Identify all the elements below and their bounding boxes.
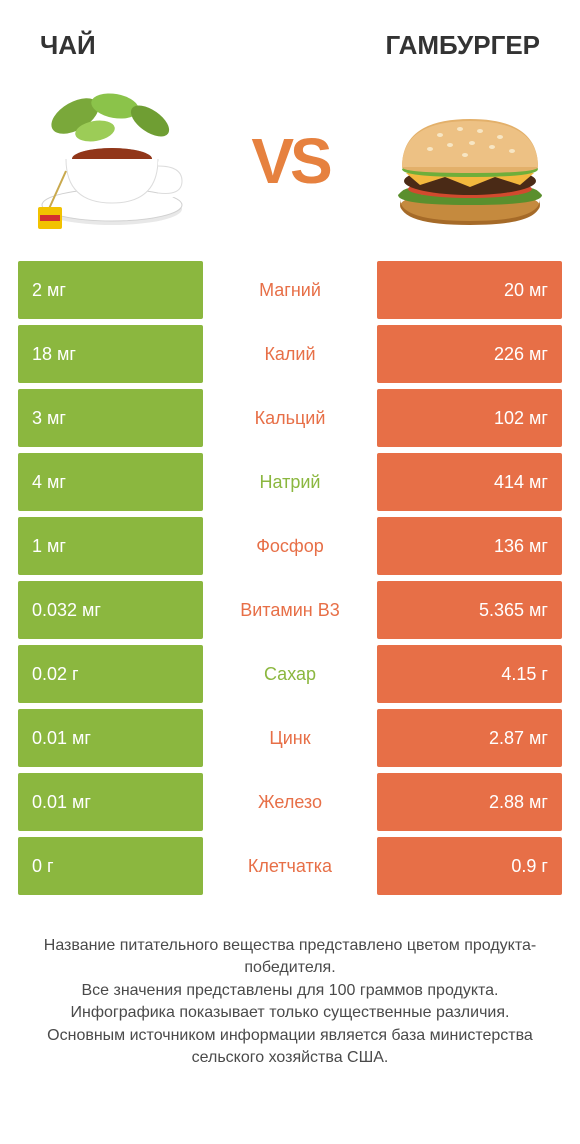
nutrient-name-cell: Калий [203, 325, 377, 383]
nutrient-name-cell: Натрий [203, 453, 377, 511]
left-value-cell: 3 мг [18, 389, 203, 447]
footer-notes: Название питательного вещества представл… [0, 895, 580, 1069]
vs-label: VS [251, 124, 328, 198]
left-value-cell: 0 г [18, 837, 203, 895]
left-value-cell: 4 мг [18, 453, 203, 511]
right-value-cell: 136 мг [377, 517, 562, 575]
nutrient-name-cell: Витамин B3 [203, 581, 377, 639]
nutrient-name-cell: Цинк [203, 709, 377, 767]
table-row: 0 гКлетчатка0.9 г [18, 837, 562, 895]
footer-line: Основным источником информации является … [30, 1025, 550, 1070]
left-value-cell: 0.01 мг [18, 773, 203, 831]
left-value-cell: 0.01 мг [18, 709, 203, 767]
right-value-cell: 414 мг [377, 453, 562, 511]
images-row: VS [0, 71, 580, 261]
tea-illustration [20, 81, 200, 241]
table-row: 0.01 мгЖелезо2.88 мг [18, 773, 562, 831]
left-value-cell: 1 мг [18, 517, 203, 575]
right-value-cell: 2.87 мг [377, 709, 562, 767]
left-value-cell: 2 мг [18, 261, 203, 319]
footer-line: Инфографика показывает только существенн… [30, 1002, 550, 1024]
nutrient-name-cell: Фосфор [203, 517, 377, 575]
left-product-title: ЧАЙ [40, 30, 96, 61]
table-row: 0.02 гСахар4.15 г [18, 645, 562, 703]
footer-line: Название питательного вещества представл… [30, 935, 550, 980]
right-value-cell: 20 мг [377, 261, 562, 319]
table-row: 0.01 мгЦинк2.87 мг [18, 709, 562, 767]
burger-illustration [380, 81, 560, 241]
right-value-cell: 2.88 мг [377, 773, 562, 831]
nutrient-name-cell: Клетчатка [203, 837, 377, 895]
table-row: 4 мгНатрий414 мг [18, 453, 562, 511]
table-row: 1 мгФосфор136 мг [18, 517, 562, 575]
header: ЧАЙ ГАМБУРГЕР [0, 0, 580, 71]
right-value-cell: 5.365 мг [377, 581, 562, 639]
right-value-cell: 0.9 г [377, 837, 562, 895]
comparison-table: 2 мгМагний20 мг 18 мгКалий226 мг 3 мгКальц… [0, 261, 580, 895]
nutrient-name-cell: Железо [203, 773, 377, 831]
nutrient-name-cell: Сахар [203, 645, 377, 703]
table-row: 3 мгКальций102 мг [18, 389, 562, 447]
table-row: 18 мгКалий226 мг [18, 325, 562, 383]
table-row: 2 мгМагний20 мг [18, 261, 562, 319]
right-value-cell: 226 мг [377, 325, 562, 383]
table-row: 0.032 мгВитамин B35.365 мг [18, 581, 562, 639]
left-value-cell: 18 мг [18, 325, 203, 383]
footer-line: Все значения представлены для 100 граммо… [30, 980, 550, 1002]
right-product-title: ГАМБУРГЕР [385, 30, 540, 61]
left-value-cell: 0.02 г [18, 645, 203, 703]
nutrient-name-cell: Магний [203, 261, 377, 319]
left-value-cell: 0.032 мг [18, 581, 203, 639]
nutrient-name-cell: Кальций [203, 389, 377, 447]
right-value-cell: 102 мг [377, 389, 562, 447]
right-value-cell: 4.15 г [377, 645, 562, 703]
